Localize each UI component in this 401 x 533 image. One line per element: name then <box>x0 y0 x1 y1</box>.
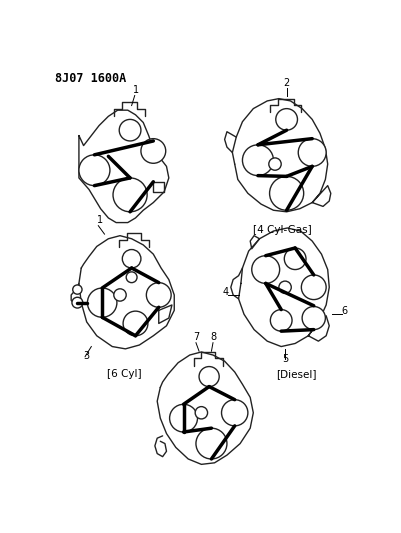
Circle shape <box>141 139 165 163</box>
Text: [4 Cyl-Gas]: [4 Cyl-Gas] <box>253 224 311 235</box>
Text: 5: 5 <box>281 354 288 364</box>
Circle shape <box>268 158 281 170</box>
Text: [Diesel]: [Diesel] <box>276 369 316 379</box>
Circle shape <box>278 281 291 294</box>
Circle shape <box>113 289 126 301</box>
Circle shape <box>73 285 82 294</box>
Circle shape <box>221 400 247 426</box>
Circle shape <box>87 288 117 317</box>
Circle shape <box>269 176 303 210</box>
Circle shape <box>79 155 109 185</box>
Circle shape <box>122 249 141 268</box>
Circle shape <box>126 272 137 282</box>
Circle shape <box>301 275 325 300</box>
Circle shape <box>169 405 197 432</box>
Circle shape <box>270 310 291 331</box>
Text: 2: 2 <box>283 77 289 87</box>
Circle shape <box>275 109 297 130</box>
Text: 8: 8 <box>209 333 215 342</box>
Circle shape <box>298 139 325 166</box>
Circle shape <box>242 145 273 175</box>
Circle shape <box>72 297 83 308</box>
Text: 6: 6 <box>341 306 347 316</box>
Circle shape <box>284 248 305 270</box>
Text: 1: 1 <box>133 85 139 95</box>
Circle shape <box>119 119 141 141</box>
Text: 7: 7 <box>192 333 198 342</box>
Text: 4: 4 <box>222 287 228 297</box>
Text: 3: 3 <box>83 351 89 361</box>
Text: 8J07 1600A: 8J07 1600A <box>55 71 126 85</box>
Text: 1: 1 <box>97 215 103 225</box>
Circle shape <box>195 407 207 419</box>
Text: [6 Cyl]: [6 Cyl] <box>106 369 141 379</box>
Circle shape <box>198 367 219 386</box>
Circle shape <box>251 256 279 284</box>
Circle shape <box>302 306 324 329</box>
Circle shape <box>195 428 227 459</box>
Circle shape <box>123 311 148 336</box>
Circle shape <box>113 178 147 212</box>
Circle shape <box>146 282 171 308</box>
